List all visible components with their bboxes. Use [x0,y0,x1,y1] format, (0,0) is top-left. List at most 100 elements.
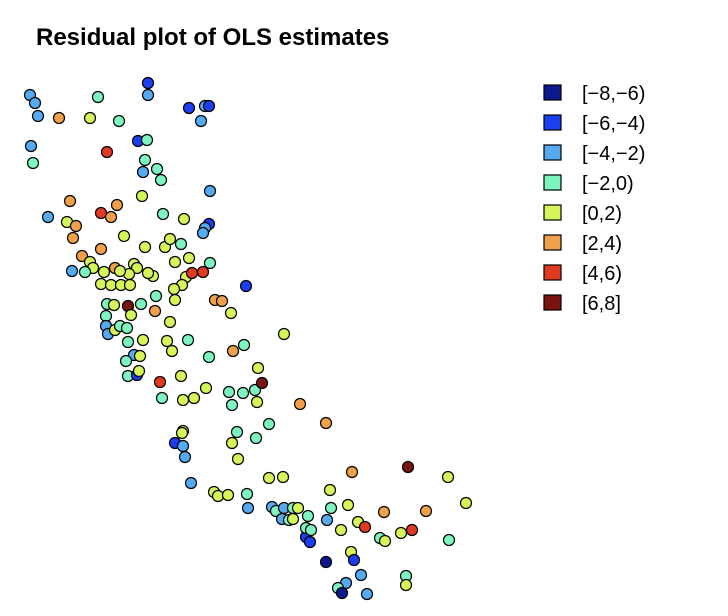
data-point [160,334,174,348]
data-point [378,534,392,548]
data-point [175,426,189,440]
data-point [345,465,359,479]
data-point [226,344,240,358]
data-point [303,535,317,549]
data-point [75,249,89,263]
data-point [323,483,337,497]
data-point [100,145,114,159]
points-layer [23,76,473,601]
data-point [202,350,216,364]
data-point [174,237,188,251]
legend-label: [2,4) [582,233,622,255]
data-point [203,184,217,198]
data-point [69,219,83,233]
data-point [184,476,198,490]
data-point [182,251,196,265]
legend-item: [−6,−4) [543,113,645,135]
data-point [123,278,137,292]
data-point [225,398,239,412]
data-point [394,526,408,540]
data-point [196,265,210,279]
data-point [138,240,152,254]
data-point [194,114,208,128]
data-point [324,501,338,515]
legend-item: [−8,−6) [543,83,645,105]
data-point [334,523,348,537]
data-point [91,90,105,104]
data-point [113,264,127,278]
data-point [94,242,108,256]
legend-swatch [543,114,562,131]
data-point [225,436,239,450]
data-point [354,568,368,582]
legend-swatch [543,294,562,311]
data-point [148,304,162,318]
data-point [236,386,250,400]
data-point [28,96,42,110]
data-point [203,256,217,270]
data-point [133,349,147,363]
data-point [301,509,315,523]
data-point [78,265,92,279]
data-point [239,279,253,293]
data-point [319,555,333,569]
data-point [276,470,290,484]
data-point [250,395,264,409]
legend-swatch [543,204,562,221]
legend-swatch [543,264,562,281]
data-point [291,501,305,515]
data-point [255,376,269,390]
data-point [124,308,138,322]
data-point [320,513,334,527]
legend-swatch [543,174,562,191]
legend-item: [0,2) [543,203,622,225]
legend-item: [4,6) [543,263,622,285]
data-point [149,289,163,303]
data-point [347,553,361,567]
legend-item: [−2,0) [543,173,634,195]
data-point [24,139,38,153]
data-point [224,306,238,320]
data-point [83,111,97,125]
legend: [−8,−6) [−6,−4) [−4,−2) [−2,0) [0,2) [2,4) [4,… [543,83,645,315]
data-point [110,198,124,212]
data-point [97,265,111,279]
data-point [221,488,235,502]
data-point [419,504,433,518]
data-point [187,391,201,405]
data-point [107,298,121,312]
data-point [215,294,229,308]
data-point [153,375,167,389]
data-point [459,496,473,510]
data-point [377,505,391,519]
data-point [94,206,108,220]
data-point [176,439,190,453]
data-point [178,450,192,464]
data-point [341,498,355,512]
data-point [26,156,40,170]
data-point [112,114,126,128]
data-point [141,266,155,280]
data-point [156,207,170,221]
data-point [358,520,372,534]
legend-swatch [543,234,562,251]
data-point [335,586,349,600]
data-point [202,99,216,113]
data-point [211,489,225,503]
data-point [182,101,196,115]
legend-item: [6,8] [543,293,621,315]
legend-swatch [543,144,562,161]
data-point [140,133,154,147]
data-point [168,293,182,307]
data-point [132,364,146,378]
data-point [185,266,199,280]
data-point [241,501,255,515]
data-point [167,282,181,296]
data-point [199,381,213,395]
data-point [150,162,164,176]
data-point [176,393,190,407]
data-point [293,397,307,411]
data-point [136,165,150,179]
data-point [138,153,152,167]
